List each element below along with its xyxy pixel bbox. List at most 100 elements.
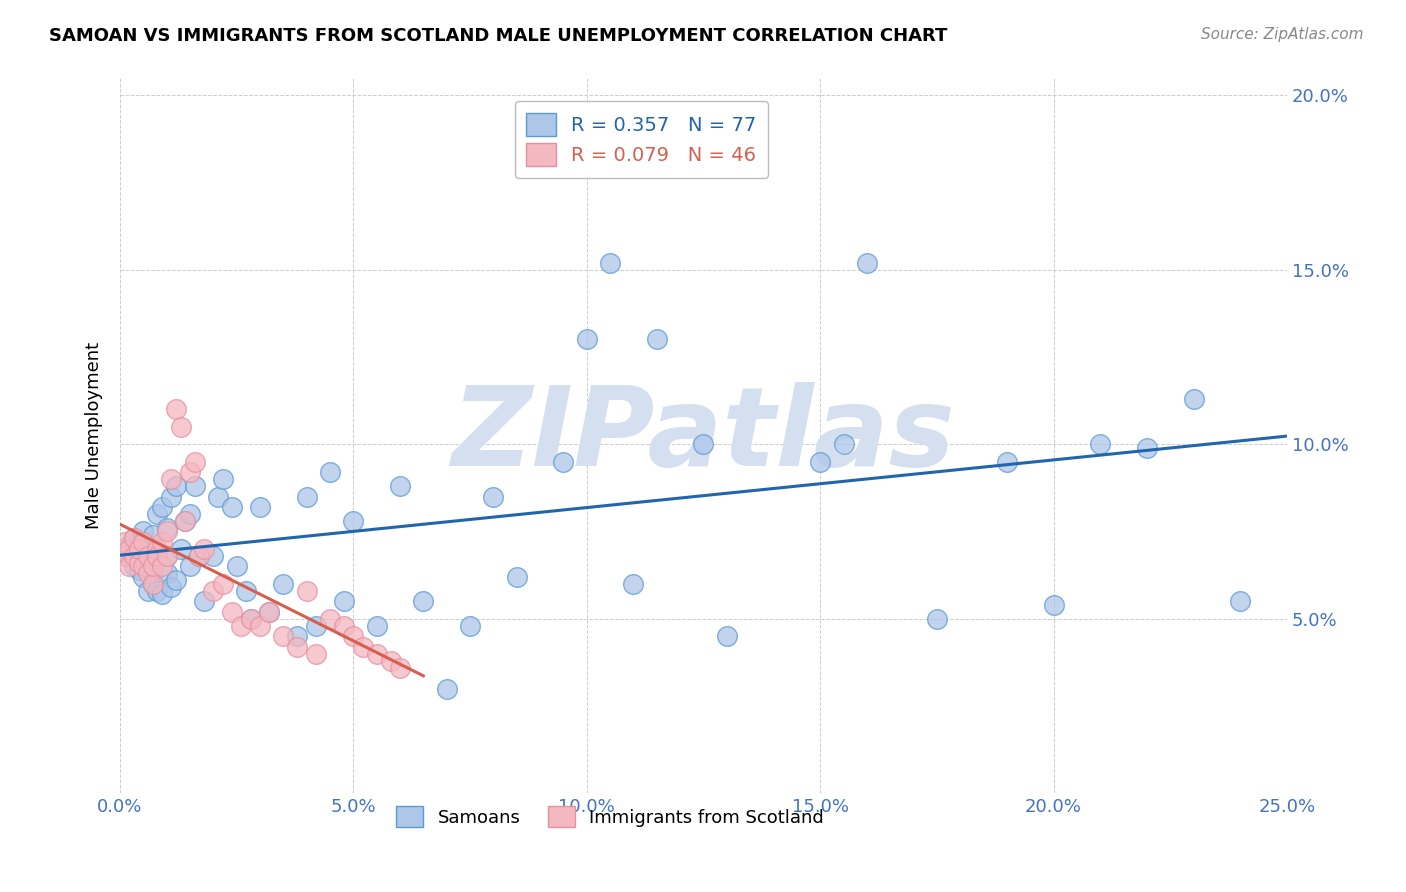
Point	[174, 514, 197, 528]
Point	[169, 419, 191, 434]
Point	[832, 437, 855, 451]
Point	[174, 514, 197, 528]
Point	[352, 640, 374, 654]
Point	[132, 559, 155, 574]
Point	[412, 594, 434, 608]
Point	[211, 577, 233, 591]
Point	[506, 570, 529, 584]
Point	[160, 580, 183, 594]
Point	[249, 500, 271, 514]
Point	[249, 618, 271, 632]
Point	[146, 507, 169, 521]
Point	[179, 465, 201, 479]
Point	[136, 549, 159, 563]
Point	[165, 574, 187, 588]
Point	[142, 566, 165, 581]
Point	[319, 465, 342, 479]
Point	[259, 605, 281, 619]
Point	[122, 541, 145, 556]
Point	[118, 538, 141, 552]
Point	[150, 500, 173, 514]
Point	[1042, 598, 1064, 612]
Point	[128, 552, 150, 566]
Point	[211, 472, 233, 486]
Text: ZIPatlas: ZIPatlas	[451, 382, 955, 489]
Point	[1182, 392, 1205, 406]
Point	[221, 500, 243, 514]
Point	[142, 577, 165, 591]
Point	[150, 535, 173, 549]
Point	[333, 618, 356, 632]
Point	[188, 549, 211, 563]
Point	[122, 532, 145, 546]
Point	[114, 549, 136, 563]
Point	[156, 566, 179, 581]
Point	[295, 490, 318, 504]
Point	[128, 541, 150, 556]
Point	[333, 594, 356, 608]
Point	[128, 556, 150, 570]
Point	[169, 541, 191, 556]
Point	[529, 158, 551, 172]
Point	[305, 618, 328, 632]
Point	[553, 454, 575, 468]
Point	[132, 524, 155, 539]
Point	[136, 556, 159, 570]
Point	[122, 549, 145, 563]
Point	[160, 472, 183, 486]
Legend: Samoans, Immigrants from Scotland: Samoans, Immigrants from Scotland	[389, 799, 831, 834]
Point	[380, 654, 402, 668]
Point	[179, 507, 201, 521]
Point	[285, 640, 308, 654]
Point	[366, 647, 388, 661]
Point	[118, 549, 141, 563]
Point	[165, 479, 187, 493]
Point	[645, 332, 668, 346]
Point	[150, 587, 173, 601]
Point	[136, 583, 159, 598]
Point	[239, 612, 262, 626]
Point	[156, 549, 179, 563]
Point	[273, 629, 295, 643]
Point	[114, 535, 136, 549]
Point	[295, 583, 318, 598]
Point	[146, 583, 169, 598]
Point	[122, 532, 145, 546]
Point	[128, 535, 150, 549]
Point	[150, 559, 173, 574]
Point	[142, 559, 165, 574]
Point	[225, 559, 247, 574]
Point	[193, 594, 215, 608]
Point	[221, 605, 243, 619]
Text: SAMOAN VS IMMIGRANTS FROM SCOTLAND MALE UNEMPLOYMENT CORRELATION CHART: SAMOAN VS IMMIGRANTS FROM SCOTLAND MALE …	[49, 27, 948, 45]
Point	[273, 577, 295, 591]
Point	[188, 549, 211, 563]
Point	[136, 566, 159, 581]
Point	[142, 577, 165, 591]
Text: Source: ZipAtlas.com: Source: ZipAtlas.com	[1201, 27, 1364, 42]
Point	[599, 255, 621, 269]
Point	[183, 479, 205, 493]
Point	[259, 605, 281, 619]
Point	[319, 612, 342, 626]
Point	[342, 514, 364, 528]
Point	[179, 559, 201, 574]
Point	[114, 545, 136, 559]
Point	[165, 402, 187, 417]
Point	[202, 583, 225, 598]
Point	[342, 629, 364, 643]
Point	[1136, 441, 1159, 455]
Point	[239, 612, 262, 626]
Point	[995, 454, 1018, 468]
Point	[1090, 437, 1112, 451]
Point	[305, 647, 328, 661]
Point	[808, 454, 831, 468]
Point	[389, 660, 412, 674]
Point	[207, 490, 229, 504]
Point	[389, 479, 412, 493]
Point	[156, 524, 179, 539]
Point	[132, 549, 155, 563]
Point	[160, 490, 183, 504]
Point	[122, 559, 145, 574]
Point	[146, 549, 169, 563]
